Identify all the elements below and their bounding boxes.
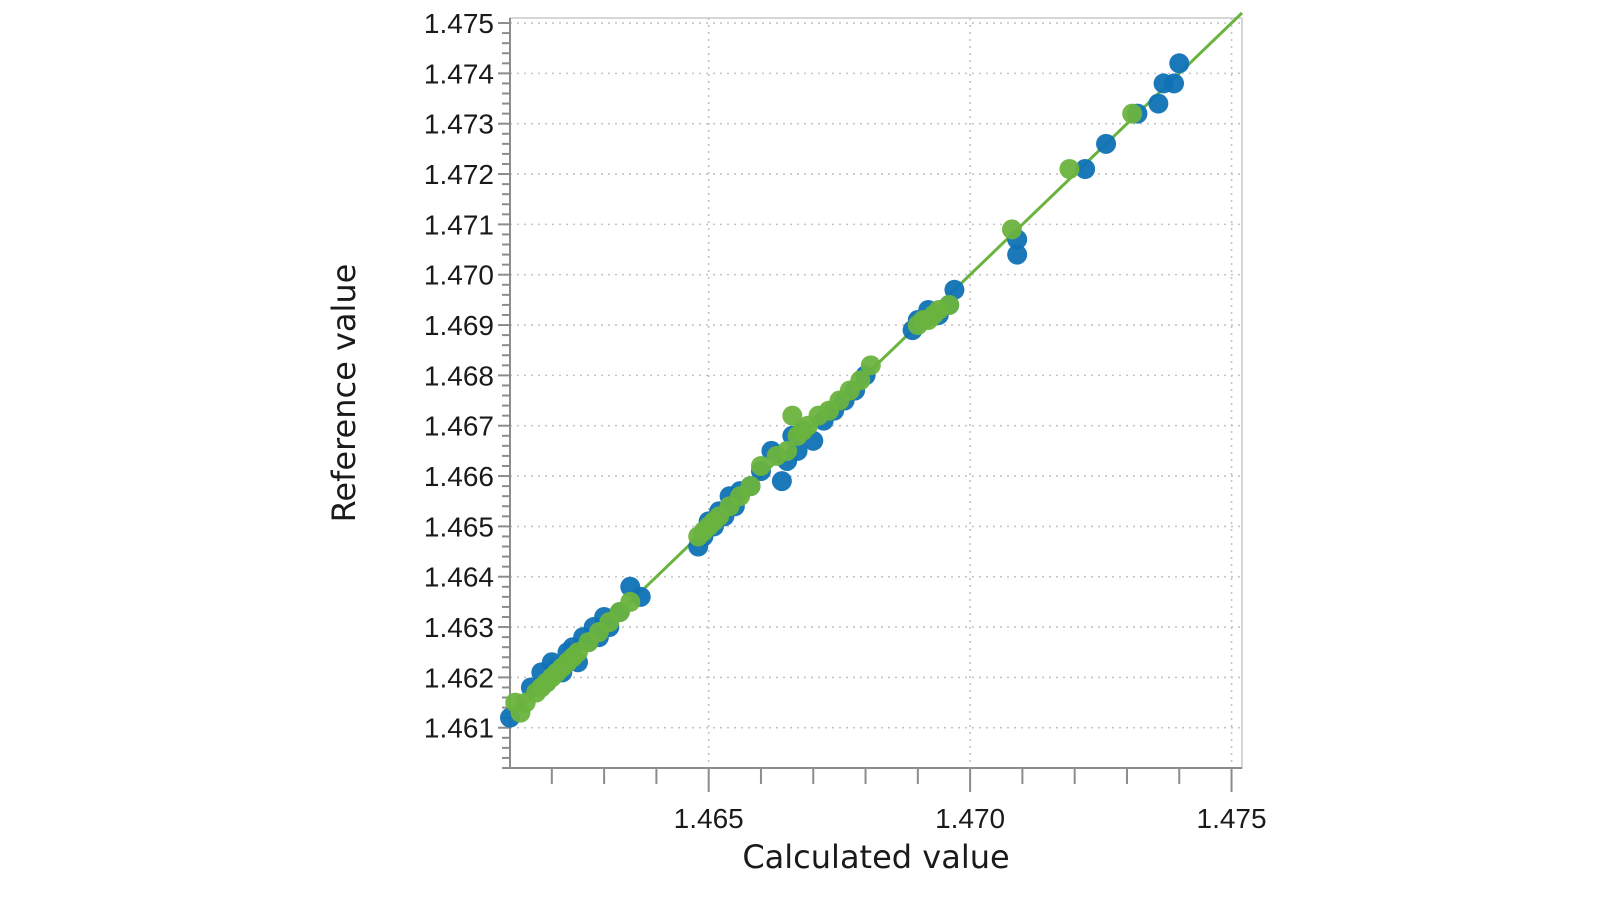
data-point — [1001, 219, 1022, 240]
data-point — [750, 455, 771, 476]
y-tick-label: 1.469 — [424, 310, 494, 341]
data-point — [740, 476, 761, 497]
x-tick-label: 1.465 — [674, 803, 744, 834]
data-point — [620, 591, 641, 612]
y-tick-label: 1.464 — [424, 562, 494, 593]
x-tick-label: 1.470 — [935, 803, 1005, 834]
y-tick-label: 1.462 — [424, 662, 494, 693]
y-tick-label: 1.467 — [424, 411, 494, 442]
data-point — [1059, 159, 1080, 180]
data-point — [777, 440, 798, 461]
tick-labels: 1.461 1.462 1.463 1.464 1.465 1.466 1.467 1.468… — [424, 8, 1267, 834]
plot-frame — [509, 17, 1243, 769]
axes — [498, 18, 1242, 792]
data-point — [1169, 53, 1190, 74]
y-tick-label: 1.465 — [424, 511, 494, 542]
y-tick-label: 1.472 — [424, 159, 494, 190]
data-points — [500, 53, 1190, 728]
y-tick-label: 1.470 — [424, 260, 494, 291]
y-tick-label: 1.466 — [424, 461, 494, 492]
data-point — [782, 405, 803, 426]
data-point — [944, 279, 965, 300]
grid-lines — [510, 18, 1242, 768]
data-point — [1148, 93, 1169, 114]
x-axis-title: Calculated value — [742, 838, 1009, 876]
data-point — [850, 370, 871, 391]
y-axis-title: Reference value — [325, 264, 363, 523]
data-point — [1164, 73, 1185, 94]
data-point — [1122, 103, 1143, 124]
y-tick-label: 1.474 — [424, 58, 494, 89]
y-tick-label: 1.461 — [424, 713, 494, 744]
data-point — [939, 294, 960, 315]
data-point — [771, 471, 792, 492]
y-tick-label: 1.463 — [424, 612, 494, 643]
data-point — [860, 355, 881, 376]
data-point — [1096, 133, 1117, 154]
y-tick-label: 1.475 — [424, 8, 494, 39]
data-point — [1007, 244, 1028, 265]
y-tick-label: 1.471 — [424, 209, 494, 240]
y-tick-label: 1.473 — [424, 109, 494, 140]
y-tick-label: 1.468 — [424, 360, 494, 391]
data-point — [1075, 159, 1096, 180]
series-validation — [505, 103, 1143, 723]
x-tick-label: 1.475 — [1197, 803, 1267, 834]
